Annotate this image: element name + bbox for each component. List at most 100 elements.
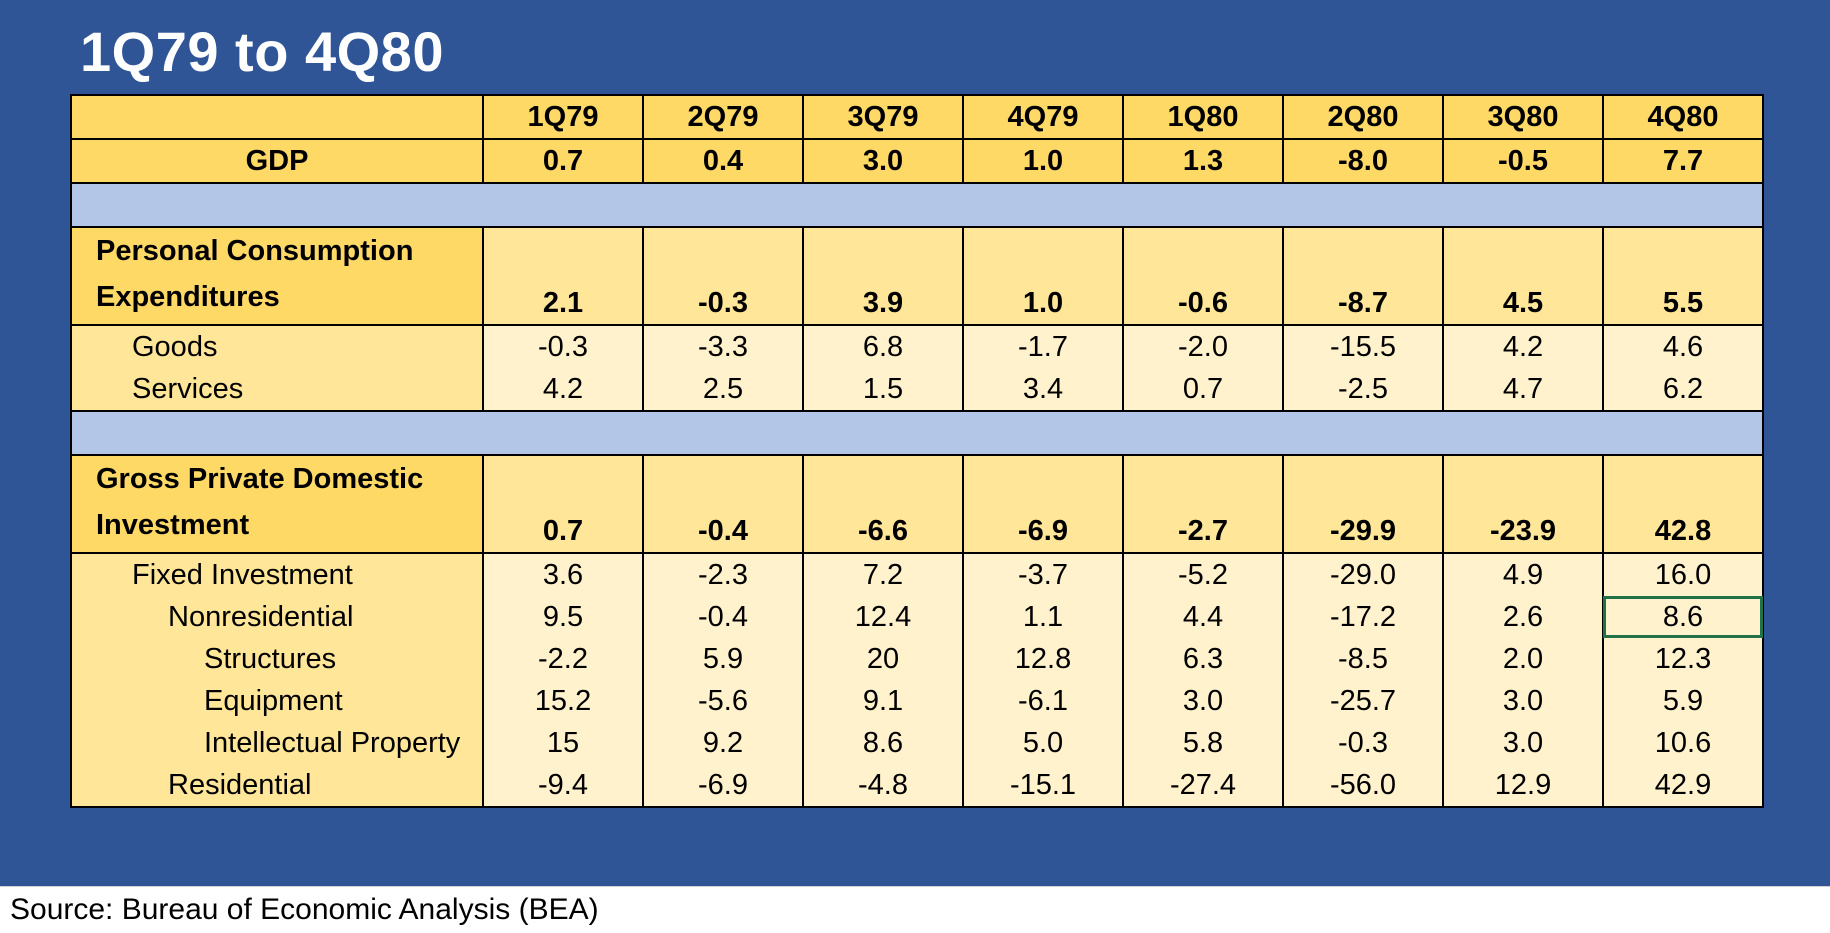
value-cell[interactable]: -2.5 bbox=[1282, 368, 1444, 412]
gdp-label-cell[interactable]: GDP bbox=[70, 138, 484, 184]
value-cell[interactable]: -8.5 bbox=[1282, 638, 1444, 680]
value-cell[interactable]: -29.0 bbox=[1282, 552, 1444, 596]
pce-value-cell[interactable]: 3.9 bbox=[802, 226, 964, 326]
value-cell[interactable]: 6.8 bbox=[802, 324, 964, 368]
value-cell[interactable]: 9.5 bbox=[482, 596, 644, 638]
value-cell[interactable]: 3.0 bbox=[1122, 680, 1284, 722]
pce-value-cell[interactable]: -0.6 bbox=[1122, 226, 1284, 326]
value-cell[interactable]: -3.3 bbox=[642, 324, 804, 368]
selected-cell[interactable]: 8.6 bbox=[1602, 596, 1764, 638]
value-cell[interactable]: -2.0 bbox=[1122, 324, 1284, 368]
value-cell[interactable]: -15.1 bbox=[962, 764, 1124, 808]
value-cell[interactable]: -6.9 bbox=[642, 764, 804, 808]
value-cell[interactable]: -17.2 bbox=[1282, 596, 1444, 638]
value-cell[interactable]: 12.4 bbox=[802, 596, 964, 638]
value-cell[interactable]: 1.5 bbox=[802, 368, 964, 412]
pce-label-cell[interactable]: Personal Consumption Expenditures bbox=[70, 226, 484, 326]
row-label-nonresidential[interactable]: Nonresidential bbox=[70, 596, 484, 638]
quarter-header-cell[interactable]: 4Q80 bbox=[1602, 94, 1764, 140]
gdp-value-cell[interactable]: 3.0 bbox=[802, 138, 964, 184]
value-cell[interactable]: 2.5 bbox=[642, 368, 804, 412]
value-cell[interactable]: 3.6 bbox=[482, 552, 644, 596]
gpdi-value-cell[interactable]: -23.9 bbox=[1442, 454, 1604, 554]
value-cell[interactable]: -5.2 bbox=[1122, 552, 1284, 596]
value-cell[interactable]: 4.2 bbox=[482, 368, 644, 412]
value-cell[interactable]: 5.9 bbox=[642, 638, 804, 680]
value-cell[interactable]: 2.6 bbox=[1442, 596, 1604, 638]
value-cell[interactable]: 6.3 bbox=[1122, 638, 1284, 680]
value-cell[interactable]: -9.4 bbox=[482, 764, 644, 808]
value-cell[interactable]: 2.0 bbox=[1442, 638, 1604, 680]
value-cell[interactable]: -0.4 bbox=[642, 596, 804, 638]
gdp-value-cell[interactable]: 1.3 bbox=[1122, 138, 1284, 184]
value-cell[interactable]: 5.8 bbox=[1122, 722, 1284, 764]
header-corner-cell[interactable] bbox=[70, 94, 484, 140]
value-cell[interactable]: 1.1 bbox=[962, 596, 1124, 638]
value-cell[interactable]: 16.0 bbox=[1602, 552, 1764, 596]
value-cell[interactable]: -15.5 bbox=[1282, 324, 1444, 368]
value-cell[interactable]: 12.8 bbox=[962, 638, 1124, 680]
value-cell[interactable]: 4.2 bbox=[1442, 324, 1604, 368]
quarter-header-cell[interactable]: 2Q79 bbox=[642, 94, 804, 140]
row-label-intellectual-property[interactable]: Intellectual Property bbox=[70, 722, 484, 764]
value-cell[interactable]: 4.6 bbox=[1602, 324, 1764, 368]
value-cell[interactable]: -25.7 bbox=[1282, 680, 1444, 722]
value-cell[interactable]: 8.6 bbox=[802, 722, 964, 764]
value-cell[interactable]: 6.2 bbox=[1602, 368, 1764, 412]
value-cell[interactable]: 4.9 bbox=[1442, 552, 1604, 596]
value-cell[interactable]: 7.2 bbox=[802, 552, 964, 596]
value-cell[interactable]: 3.0 bbox=[1442, 722, 1604, 764]
value-cell[interactable]: 5.0 bbox=[962, 722, 1124, 764]
quarter-header-cell[interactable]: 3Q79 bbox=[802, 94, 964, 140]
value-cell[interactable]: 9.1 bbox=[802, 680, 964, 722]
row-label-equipment[interactable]: Equipment bbox=[70, 680, 484, 722]
pce-value-cell[interactable]: 4.5 bbox=[1442, 226, 1604, 326]
gpdi-value-cell[interactable]: -6.6 bbox=[802, 454, 964, 554]
gpdi-value-cell[interactable]: 0.7 bbox=[482, 454, 644, 554]
value-cell[interactable]: 10.6 bbox=[1602, 722, 1764, 764]
value-cell[interactable]: -0.3 bbox=[482, 324, 644, 368]
gpdi-value-cell[interactable]: -6.9 bbox=[962, 454, 1124, 554]
value-cell[interactable]: -27.4 bbox=[1122, 764, 1284, 808]
value-cell[interactable]: 4.7 bbox=[1442, 368, 1604, 412]
gpdi-value-cell[interactable]: 42.8 bbox=[1602, 454, 1764, 554]
value-cell[interactable]: 42.9 bbox=[1602, 764, 1764, 808]
row-label-fixed-investment[interactable]: Fixed Investment bbox=[70, 552, 484, 596]
value-cell[interactable]: -1.7 bbox=[962, 324, 1124, 368]
quarter-header-cell[interactable]: 1Q80 bbox=[1122, 94, 1284, 140]
value-cell[interactable]: 4.4 bbox=[1122, 596, 1284, 638]
gpdi-value-cell[interactable]: -0.4 bbox=[642, 454, 804, 554]
gpdi-label-cell[interactable]: Gross Private Domestic Investment bbox=[70, 454, 484, 554]
value-cell[interactable]: 3.4 bbox=[962, 368, 1124, 412]
pce-value-cell[interactable]: 5.5 bbox=[1602, 226, 1764, 326]
quarter-header-cell[interactable]: 1Q79 bbox=[482, 94, 644, 140]
pce-value-cell[interactable]: -8.7 bbox=[1282, 226, 1444, 326]
pce-value-cell[interactable]: 2.1 bbox=[482, 226, 644, 326]
gpdi-value-cell[interactable]: -29.9 bbox=[1282, 454, 1444, 554]
quarter-header-cell[interactable]: 2Q80 bbox=[1282, 94, 1444, 140]
value-cell[interactable]: 15.2 bbox=[482, 680, 644, 722]
value-cell[interactable]: -2.3 bbox=[642, 552, 804, 596]
gdp-value-cell[interactable]: -8.0 bbox=[1282, 138, 1444, 184]
gdp-value-cell[interactable]: 0.7 bbox=[482, 138, 644, 184]
value-cell[interactable]: -6.1 bbox=[962, 680, 1124, 722]
value-cell[interactable]: 0.7 bbox=[1122, 368, 1284, 412]
row-label-structures[interactable]: Structures bbox=[70, 638, 484, 680]
row-label-goods[interactable]: Goods bbox=[70, 324, 484, 368]
gdp-value-cell[interactable]: 0.4 bbox=[642, 138, 804, 184]
value-cell[interactable]: -5.6 bbox=[642, 680, 804, 722]
gdp-value-cell[interactable]: -0.5 bbox=[1442, 138, 1604, 184]
gpdi-value-cell[interactable]: -2.7 bbox=[1122, 454, 1284, 554]
value-cell[interactable]: 3.0 bbox=[1442, 680, 1604, 722]
gdp-value-cell[interactable]: 1.0 bbox=[962, 138, 1124, 184]
value-cell[interactable]: 20 bbox=[802, 638, 964, 680]
row-label-services[interactable]: Services bbox=[70, 368, 484, 412]
value-cell[interactable]: 15 bbox=[482, 722, 644, 764]
row-label-residential[interactable]: Residential bbox=[70, 764, 484, 808]
value-cell[interactable]: -2.2 bbox=[482, 638, 644, 680]
value-cell[interactable]: 12.9 bbox=[1442, 764, 1604, 808]
value-cell[interactable]: -0.3 bbox=[1282, 722, 1444, 764]
quarter-header-cell[interactable]: 3Q80 bbox=[1442, 94, 1604, 140]
value-cell[interactable]: 5.9 bbox=[1602, 680, 1764, 722]
value-cell[interactable]: -4.8 bbox=[802, 764, 964, 808]
